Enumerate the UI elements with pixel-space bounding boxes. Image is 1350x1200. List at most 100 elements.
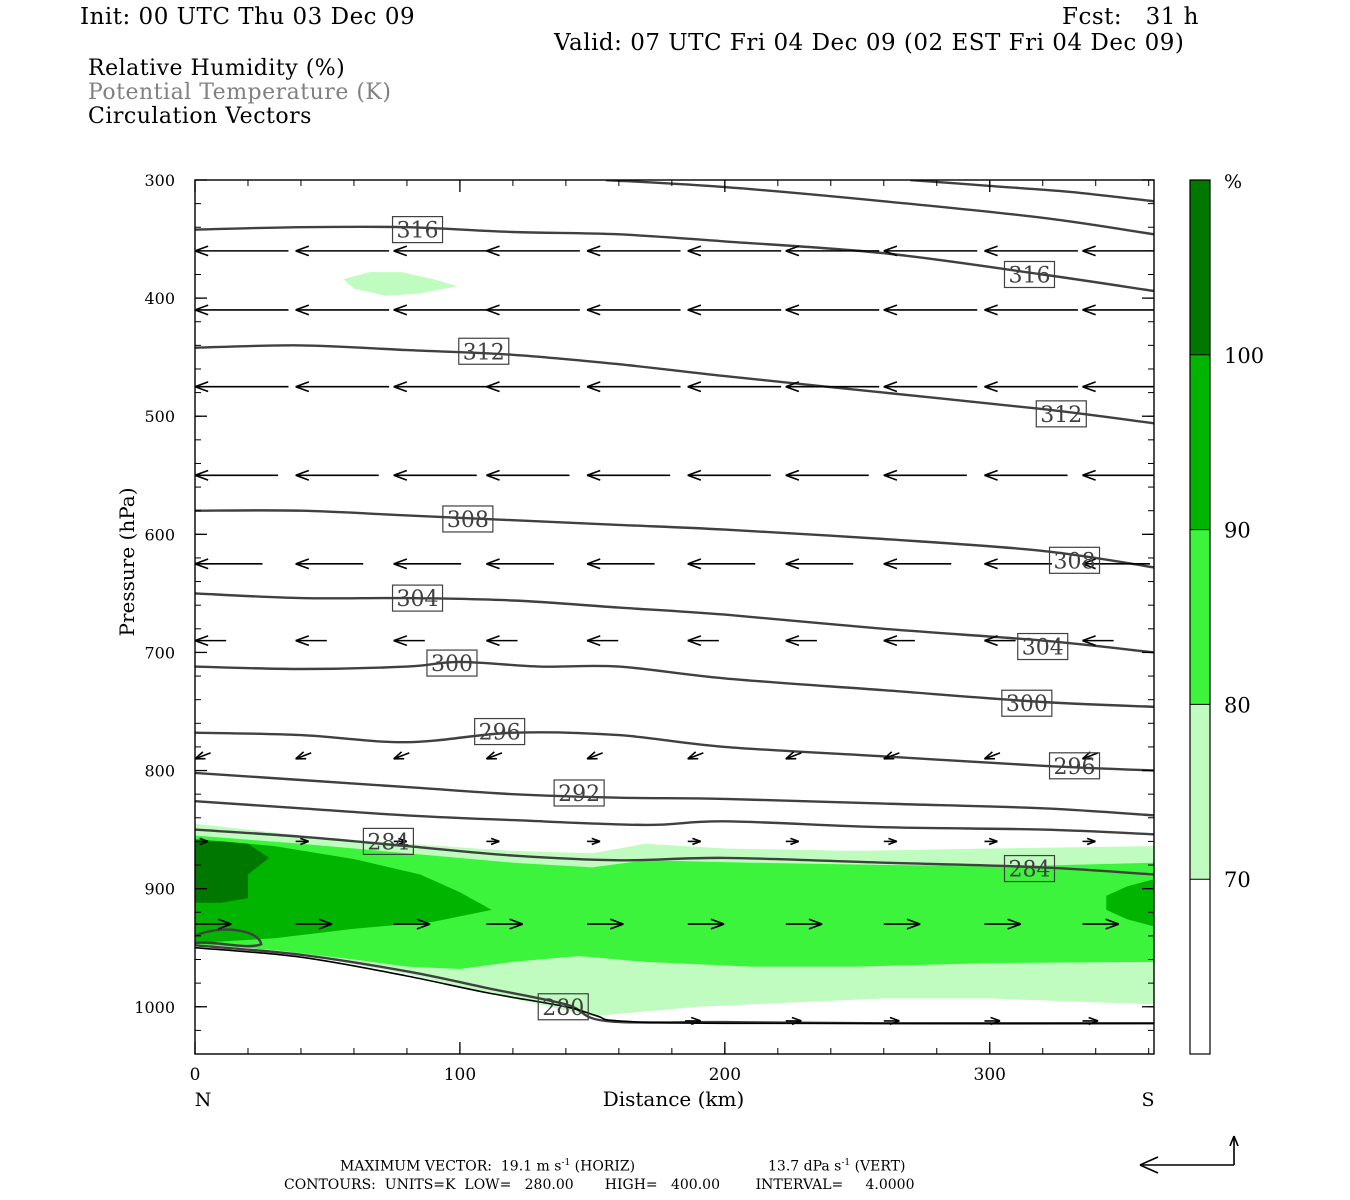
- circulation-vector: [984, 469, 1068, 481]
- y-tick-label: 500: [144, 407, 175, 426]
- y-tick-label: 400: [144, 289, 175, 308]
- contour-label-304: 304: [391, 584, 444, 612]
- x-tick-label: 0: [190, 1065, 201, 1085]
- contour-label-296: 296: [1048, 752, 1101, 780]
- svg-text:284: 284: [367, 830, 409, 855]
- circulation-vector: [393, 304, 488, 316]
- circulation-vector: [1082, 635, 1114, 647]
- theta-contour-292: [195, 771, 1154, 817]
- circulation-vector: [984, 558, 1052, 570]
- theta-contour-loop: [195, 928, 263, 948]
- rh-fill-100: [195, 841, 270, 903]
- circulation-vector: [587, 918, 624, 930]
- circulation-vector: [785, 304, 880, 316]
- circulation-vector: [486, 918, 524, 930]
- circulation-vector: [883, 635, 915, 647]
- circulation-vector: [687, 469, 771, 481]
- theta-contour-324: [910, 180, 1154, 203]
- contour-label-280: 280: [537, 993, 589, 1021]
- svg-text:280: 280: [542, 996, 584, 1021]
- circulation-vector: [687, 381, 782, 393]
- circulation-vector: [883, 837, 898, 846]
- colorbar-frame: [1189, 179, 1211, 1055]
- contour-label-300: 300: [1001, 689, 1053, 717]
- circulation-vector: [586, 635, 619, 647]
- circulation-vector: [195, 245, 289, 257]
- y-tick-label: 1000: [134, 998, 175, 1017]
- rh-fill-80: [195, 835, 1154, 969]
- circulation-vector: [687, 918, 725, 930]
- circulation-vector: [586, 751, 603, 760]
- svg-text:304: 304: [397, 587, 439, 612]
- circulation-vector: [685, 1016, 701, 1026]
- y-tick-label: 700: [144, 643, 175, 662]
- circulation-vector: [785, 1016, 802, 1026]
- circulation-vector: [984, 245, 1078, 257]
- theta-contour-284: [195, 828, 1154, 876]
- svg-text:308: 308: [1054, 549, 1096, 574]
- contour-label-296: 296: [474, 717, 526, 746]
- circulation-vector: [295, 635, 327, 647]
- x-tick-label: 300: [974, 1065, 1006, 1085]
- circulation-vector: [785, 918, 823, 930]
- y-tick-label: 800: [144, 762, 175, 781]
- circulation-vector: [883, 245, 978, 257]
- circulation-vector: [295, 558, 364, 570]
- colorbar-label-90: 90: [1224, 519, 1251, 543]
- colorbar-segment: [1190, 704, 1210, 880]
- circulation-vector: [195, 381, 289, 393]
- circulation-vector: [687, 751, 704, 760]
- svg-text:292: 292: [558, 782, 600, 807]
- theta-contour-312: [195, 344, 1154, 425]
- theta-contour-288: [195, 800, 1154, 836]
- circulation-vector: [295, 469, 379, 481]
- colorbar-segment: [1190, 529, 1210, 705]
- svg-text:300: 300: [431, 652, 473, 677]
- contour-label-308: 308: [1048, 546, 1101, 574]
- circulation-vector: [295, 304, 390, 316]
- contour-label-316: 316: [391, 216, 444, 244]
- x-tick-label: 100: [444, 1065, 476, 1085]
- north-label: N: [195, 1089, 212, 1111]
- colorbar-segment: [1190, 180, 1210, 355]
- y-axis-title: Pressure (hPa): [115, 488, 139, 637]
- circulation-vector: [883, 304, 978, 316]
- legend-theta: Potential Temperature (K): [88, 80, 392, 105]
- circulation-vector: [486, 558, 554, 570]
- colorbar-unit: %: [1224, 171, 1242, 193]
- circulation-vector: [295, 381, 390, 393]
- contour-label-300: 300: [426, 649, 478, 677]
- circulation-vector: [195, 304, 289, 316]
- circulation-vector: [195, 635, 227, 647]
- reference-vertical-arrowhead: [1229, 1135, 1235, 1147]
- circulation-vector: [687, 245, 782, 257]
- svg-text:300: 300: [1006, 692, 1048, 717]
- reference-horizontal-arrowhead: [1139, 1164, 1159, 1174]
- circulation-vector: [393, 381, 488, 393]
- circulation-vector: [486, 304, 580, 316]
- circulation-vector: [984, 918, 1022, 930]
- circulation-vector: [1082, 469, 1154, 481]
- max-vector-horiz: MAXIMUM VECTOR: 19.1 m s-1 (HORIZ): [340, 1158, 636, 1175]
- theta-contour-308: [195, 509, 1154, 569]
- circulation-vector: [984, 1016, 1001, 1026]
- svg-text:312: 312: [1040, 403, 1082, 428]
- contour-label-284: 284: [362, 827, 414, 855]
- svg-text:284: 284: [1008, 858, 1050, 883]
- circulation-vector: [586, 469, 671, 481]
- max-vector-vert: 13.7 dPa s-1 (VERT): [768, 1158, 906, 1175]
- circulation-vector: [393, 837, 407, 846]
- svg-text:308: 308: [447, 508, 489, 533]
- circulation-vector: [785, 635, 817, 647]
- theta-contour-296: [195, 731, 1154, 772]
- y-tick-label: 600: [144, 525, 175, 544]
- y-tick-label: 300: [144, 171, 175, 190]
- circulation-vector: [785, 837, 800, 846]
- south-label: S: [1141, 1089, 1154, 1111]
- circulation-vector: [586, 304, 681, 316]
- circulation-vector: [1082, 1016, 1099, 1026]
- contour-label-308: 308: [442, 505, 494, 533]
- circulation-vector: [485, 751, 503, 760]
- y-tick-label: 900: [144, 880, 175, 899]
